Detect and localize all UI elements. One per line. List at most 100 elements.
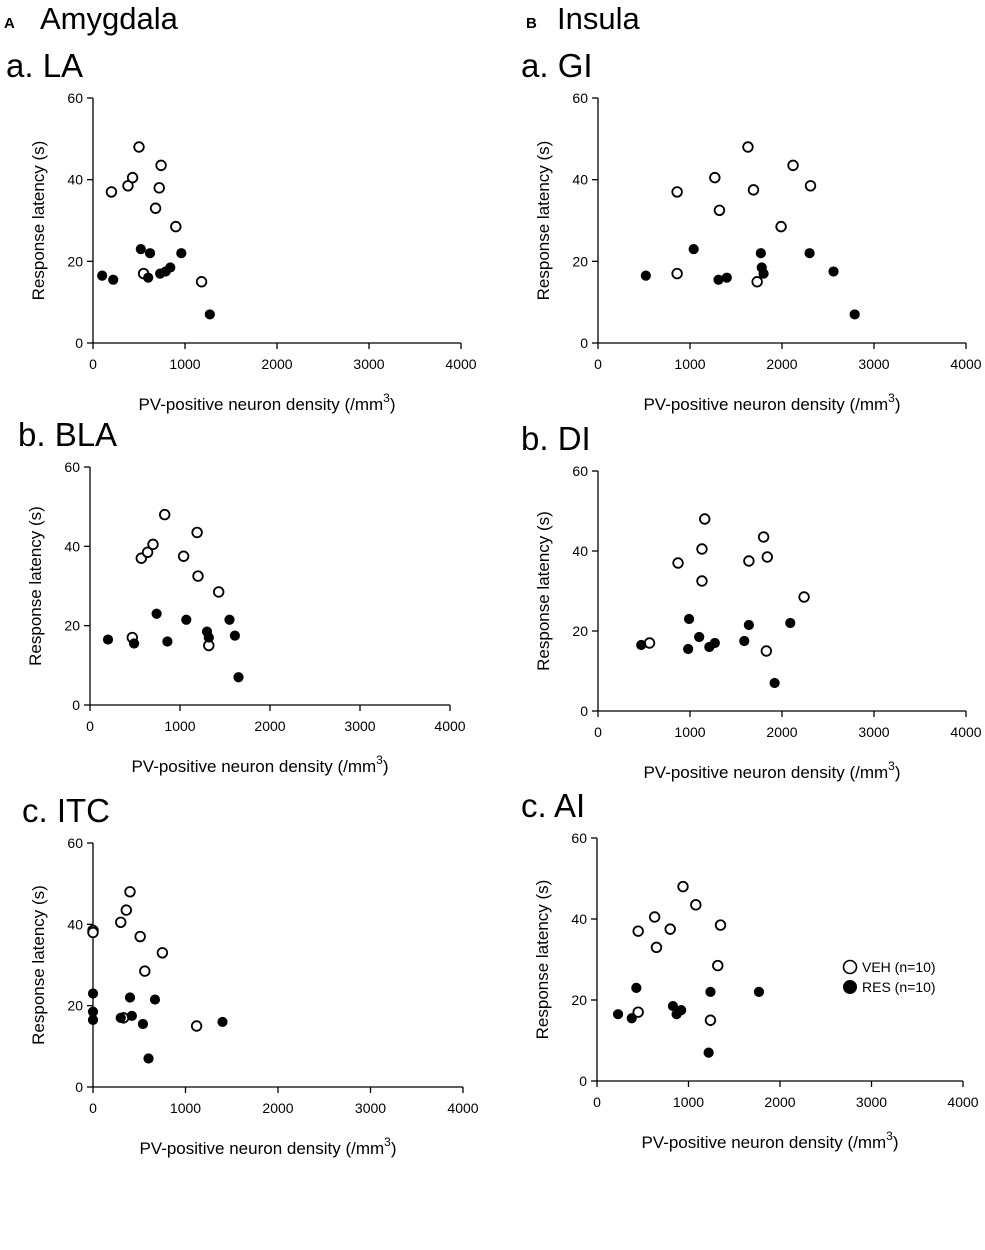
x-tick-label: 3000 xyxy=(858,724,889,740)
legend-res-label: RES (n=10) xyxy=(862,979,936,995)
y-tick-label: 0 xyxy=(580,703,588,719)
x-tick-label: 0 xyxy=(594,356,602,372)
y-tick-label: 0 xyxy=(75,335,83,351)
veh-data-point xyxy=(153,182,165,194)
x-axis-title-close: ) xyxy=(895,395,901,414)
veh-data-point xyxy=(115,916,127,929)
res-data-point xyxy=(204,309,215,320)
y-tick-label: 20 xyxy=(64,618,80,634)
x-tick-label: 0 xyxy=(86,718,94,734)
scatter-plot-bla: b. BLA 0 20 40 60 0 1000 2000 3000 4000 PV-positiv… xyxy=(18,416,466,776)
veh-data-point xyxy=(133,141,145,153)
x-tick-label: 4000 xyxy=(947,1094,978,1110)
plot-title: c. AI xyxy=(521,787,585,824)
y-tick-label: 40 xyxy=(571,911,587,927)
veh-data-point xyxy=(155,159,167,172)
x-tick-label: 1000 xyxy=(164,718,195,734)
veh-data-point xyxy=(761,551,773,563)
veh-data-point xyxy=(664,923,676,935)
res-data-point xyxy=(181,614,192,625)
x-tick-label: 3000 xyxy=(344,718,375,734)
x-axis-title-sup: 3 xyxy=(888,759,895,773)
veh-data-point xyxy=(122,180,134,192)
x-tick-label: 0 xyxy=(89,356,97,372)
legend-veh-marker xyxy=(842,959,858,975)
veh-data-point xyxy=(87,926,99,939)
y-tick-label: 0 xyxy=(75,1079,83,1095)
res-data-point xyxy=(758,268,769,279)
veh-data-point xyxy=(648,911,661,923)
res-data-point xyxy=(144,248,156,259)
res-data-point xyxy=(640,270,651,281)
y-tick-label: 20 xyxy=(67,253,83,269)
res-data-point xyxy=(124,992,136,1003)
veh-data-point xyxy=(747,184,760,196)
veh-data-point xyxy=(139,965,151,977)
x-axis-title-sup: 3 xyxy=(384,1135,391,1149)
x-tick-label: 3000 xyxy=(858,356,889,372)
veh-data-point xyxy=(156,947,169,959)
x-tick-label: 1000 xyxy=(170,1100,201,1116)
veh-data-point xyxy=(804,180,817,192)
veh-data-point xyxy=(671,267,683,280)
scatter-plot-gi: a. GI 0 20 40 60 0 1000 2000 3000 4000 PV-positive… xyxy=(521,47,982,414)
x-axis-title-main: PV-positive neuron density (/mm xyxy=(138,395,383,414)
res-data-point xyxy=(755,248,766,259)
x-axis-title-close: ) xyxy=(895,763,901,782)
res-data-point xyxy=(151,608,162,619)
res-data-point xyxy=(165,262,176,273)
x-axis-title-main: PV-positive neuron density (/mm xyxy=(641,1133,886,1152)
res-data-point xyxy=(631,982,642,993)
x-axis-title-close: ) xyxy=(390,395,396,414)
res-data-point xyxy=(115,1012,126,1023)
x-tick-label: 1000 xyxy=(674,724,705,740)
res-data-point xyxy=(688,243,699,255)
x-axis-title-sup: 3 xyxy=(383,391,390,405)
res-data-point xyxy=(612,1009,624,1020)
plot-title: a. LA xyxy=(6,47,83,84)
panel-b-title: Insula xyxy=(557,1,640,36)
x-tick-label: 1000 xyxy=(674,356,705,372)
veh-data-point xyxy=(147,538,159,551)
veh-data-point xyxy=(191,526,203,539)
veh-data-point xyxy=(124,886,136,898)
plot-title: a. GI xyxy=(521,47,593,84)
y-tick-label: 60 xyxy=(67,90,83,106)
veh-data-point xyxy=(105,186,118,198)
res-data-point xyxy=(683,643,694,655)
y-axis-title: Response latency (s) xyxy=(29,885,48,1045)
veh-data-point xyxy=(742,141,754,153)
x-axis-title-sup: 3 xyxy=(886,1129,893,1143)
res-data-point xyxy=(87,988,99,999)
scatter-plot-ai: c. AI 0 20 40 60 0 1000 2000 3000 4000 PV-positive… xyxy=(521,787,979,1152)
y-tick-label: 20 xyxy=(67,998,83,1014)
veh-data-point xyxy=(672,557,684,569)
y-tick-label: 20 xyxy=(572,623,588,639)
res-data-point xyxy=(626,1013,637,1024)
res-data-point xyxy=(804,248,815,259)
x-tick-label: 4000 xyxy=(434,718,465,734)
y-tick-label: 60 xyxy=(64,459,80,475)
res-data-point xyxy=(108,274,119,285)
veh-data-point xyxy=(120,904,133,916)
veh-data-point xyxy=(677,880,689,893)
veh-data-point xyxy=(760,645,773,657)
panel-a-letter: A xyxy=(4,15,15,32)
y-tick-label: 60 xyxy=(572,90,588,106)
x-tick-label: 3000 xyxy=(355,1100,386,1116)
veh-data-point xyxy=(757,531,770,543)
x-tick-label: 2000 xyxy=(764,1094,795,1110)
res-data-point xyxy=(129,638,140,649)
veh-data-point xyxy=(141,546,154,558)
plot-title: b. BLA xyxy=(18,416,117,453)
x-tick-label: 4000 xyxy=(447,1100,478,1116)
x-tick-label: 0 xyxy=(593,1094,601,1110)
y-tick-label: 60 xyxy=(571,830,587,846)
x-axis-title: PV-positive neuron density (/mm3) xyxy=(643,391,900,414)
veh-data-point xyxy=(671,186,683,198)
veh-data-point xyxy=(713,204,726,216)
veh-data-point xyxy=(134,930,146,943)
veh-data-point xyxy=(126,171,139,184)
x-axis-title-close: ) xyxy=(893,1133,899,1152)
veh-data-point xyxy=(195,276,208,288)
